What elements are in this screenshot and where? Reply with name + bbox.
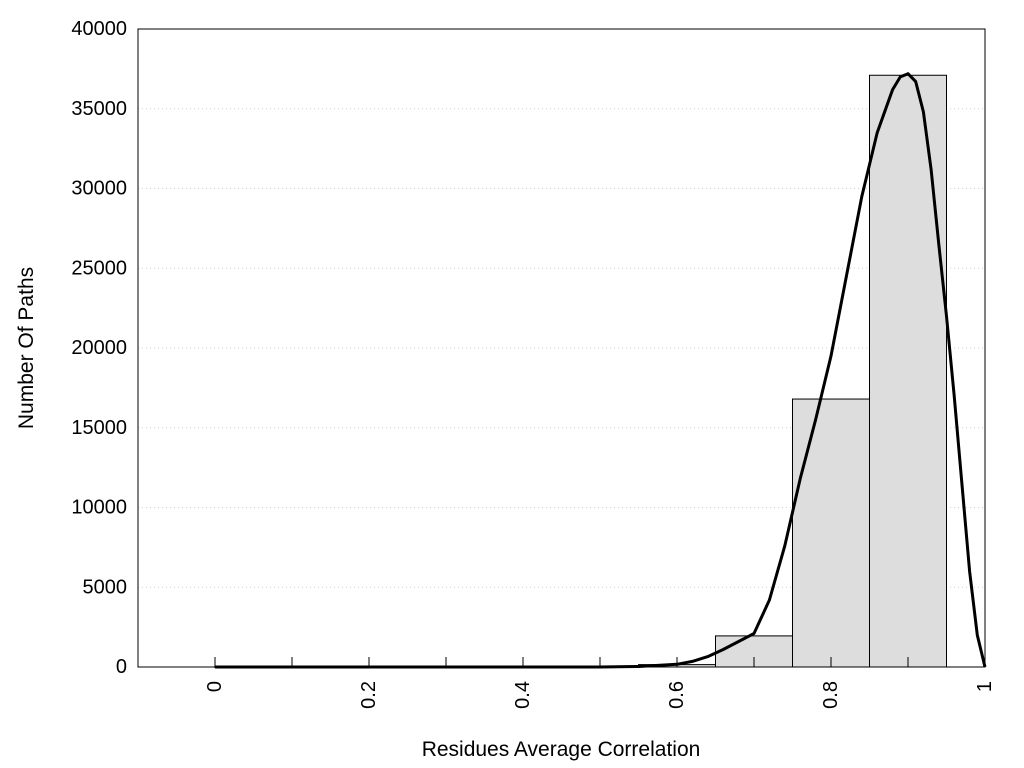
x-tick-label: 0.6 <box>666 681 688 709</box>
x-tick-label: 0.2 <box>358 681 380 709</box>
bars <box>214 74 947 668</box>
y-tick-label: 30000 <box>71 178 127 200</box>
y-tick-label: 15000 <box>71 417 127 439</box>
fit-curve-layer <box>215 72 987 669</box>
x-axis-title: Residues Average Correlation <box>422 738 701 761</box>
x-tick-label: 1 <box>974 681 996 692</box>
y-tick-label: 10000 <box>71 497 127 519</box>
x-tick-label: 0.4 <box>512 681 534 709</box>
x-tick-label: 0.8 <box>820 681 842 709</box>
y-tick-label: 0 <box>116 656 127 678</box>
y-tick-label: 40000 <box>71 18 127 40</box>
fit-curve <box>215 72 987 669</box>
y-tick-label: 20000 <box>71 337 127 359</box>
y-tick-label: 5000 <box>83 576 128 598</box>
histogram-bar <box>869 74 947 668</box>
y-axis-title: Number Of Paths <box>15 267 38 429</box>
y-tick-label: 25000 <box>71 257 127 279</box>
y-tick-label: 35000 <box>71 98 127 120</box>
histogram-bar <box>792 398 870 668</box>
x-axis-ticks: 0 0.2 0.4 0.6 0.8 1 <box>204 657 996 709</box>
plot-frame <box>137 28 986 668</box>
y-axis-ticks: 0 5000 10000 15000 20000 25000 30000 35000 40000 <box>71 18 127 678</box>
x-tick-label: 0 <box>204 681 226 692</box>
